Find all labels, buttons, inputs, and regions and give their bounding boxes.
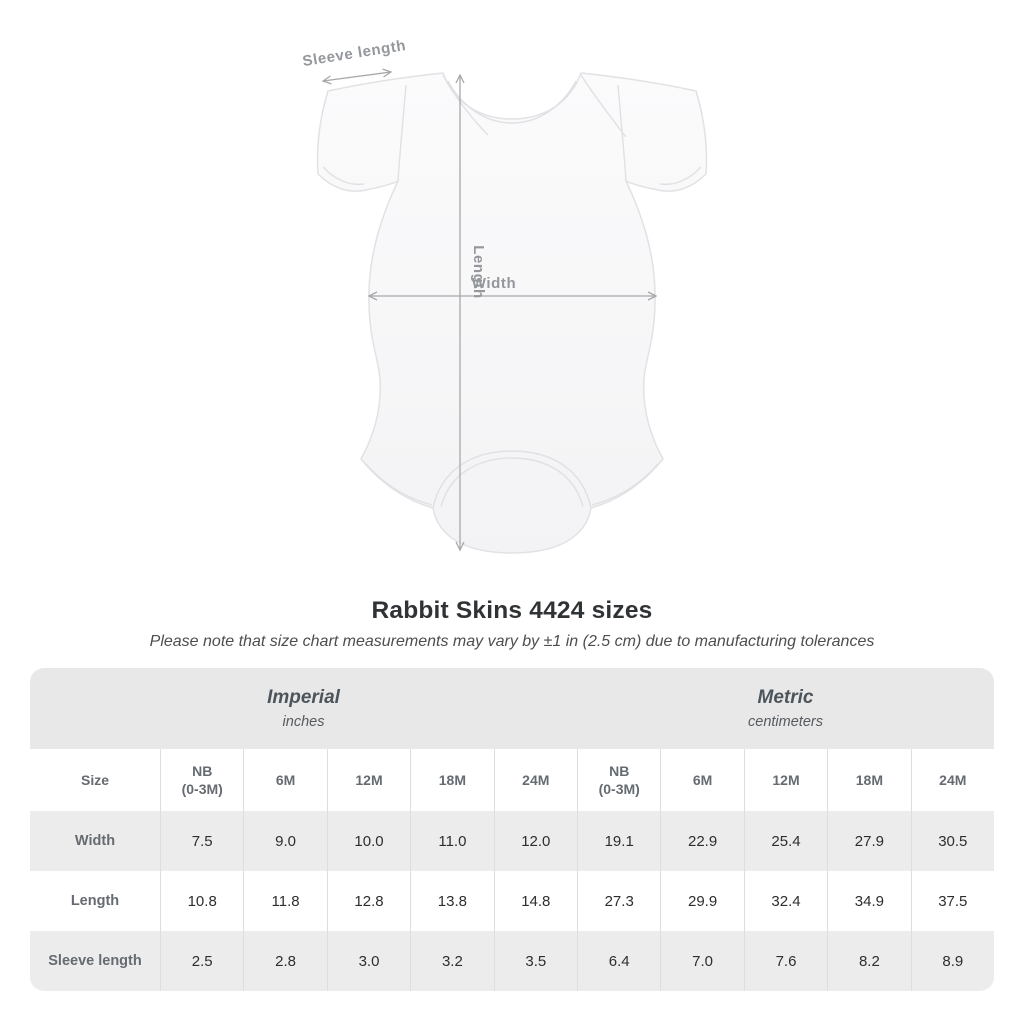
length-label: Length bbox=[470, 245, 487, 299]
unit-header-metric: Metric centimeters bbox=[577, 668, 994, 749]
size-value: 25.4 bbox=[743, 811, 828, 871]
size-value: 6.4 bbox=[577, 931, 661, 991]
size-value: 8.9 bbox=[910, 931, 994, 991]
sleeve-length-label: Sleeve length bbox=[301, 38, 407, 70]
size-value: 13.8 bbox=[410, 871, 494, 931]
unit-sublabel-metric: centimeters bbox=[748, 714, 823, 730]
size-value: 22.9 bbox=[660, 811, 744, 871]
size-value: 3.0 bbox=[326, 931, 411, 991]
size-value: 14.8 bbox=[493, 871, 577, 931]
column-header-text2: (0-3M) bbox=[598, 781, 640, 797]
size-value: 2.8 bbox=[243, 931, 327, 991]
width-label: Width bbox=[472, 275, 517, 292]
size-value: 10.0 bbox=[326, 811, 411, 871]
unit-sublabel-imperial: inches bbox=[282, 714, 325, 730]
size-value: 8.2 bbox=[827, 931, 911, 991]
unit-header-imperial: Imperial inches bbox=[30, 668, 577, 749]
column-header: 24M bbox=[493, 749, 577, 811]
size-value: 2.5 bbox=[160, 931, 244, 991]
column-header: NB (0-3M) bbox=[160, 749, 244, 811]
size-value: 12.8 bbox=[326, 871, 411, 931]
column-header-size: Size bbox=[30, 749, 160, 811]
bodysuit-seams bbox=[322, 74, 702, 509]
row-label-length: Length bbox=[30, 871, 160, 931]
column-header: 6M bbox=[660, 749, 744, 811]
bodysuit-illustration: Sleeve length Length Width bbox=[290, 38, 730, 590]
column-header-text: 12M bbox=[772, 771, 800, 788]
column-header-text: NB bbox=[609, 762, 630, 779]
size-value: 34.9 bbox=[827, 871, 911, 931]
column-header: 18M bbox=[827, 749, 911, 811]
column-header: 12M bbox=[743, 749, 828, 811]
column-header-text: 24M bbox=[939, 771, 967, 788]
size-value: 7.6 bbox=[743, 931, 828, 991]
size-table: Imperial inches Metric centimeters Size … bbox=[30, 668, 994, 991]
page-subtitle: Please note that size chart measurements… bbox=[149, 633, 875, 650]
size-value: 27.3 bbox=[577, 871, 661, 931]
column-header-text: 18M bbox=[438, 771, 466, 788]
size-value: 11.8 bbox=[243, 871, 327, 931]
column-header: 24M bbox=[910, 749, 994, 811]
column-header-text: 24M bbox=[522, 771, 550, 788]
size-value: 30.5 bbox=[910, 811, 994, 871]
column-header: 12M bbox=[326, 749, 411, 811]
size-value: 37.5 bbox=[910, 871, 994, 931]
column-header-text: 18M bbox=[855, 771, 883, 788]
row-label-width: Width bbox=[30, 811, 160, 871]
size-value: 11.0 bbox=[410, 811, 494, 871]
title-block: Rabbit Skins 4424 sizes Please note that… bbox=[0, 597, 1024, 651]
column-header: 18M bbox=[410, 749, 494, 811]
size-value: 7.5 bbox=[160, 811, 244, 871]
size-value: 29.9 bbox=[660, 871, 744, 931]
column-header-text: 6M bbox=[692, 771, 713, 788]
column-header-text: NB bbox=[192, 762, 213, 779]
column-header: 6M bbox=[243, 749, 327, 811]
bodysuit-graphic: Sleeve length Length Width bbox=[301, 38, 708, 554]
size-value: 3.5 bbox=[493, 931, 577, 991]
bodysuit-body bbox=[316, 72, 708, 554]
sleeve-length-arrow bbox=[323, 72, 391, 81]
size-value: 19.1 bbox=[577, 811, 661, 871]
size-value: 3.2 bbox=[410, 931, 494, 991]
column-header-text: 6M bbox=[275, 771, 296, 788]
size-value: 7.0 bbox=[660, 931, 744, 991]
size-value: 27.9 bbox=[827, 811, 911, 871]
unit-label-imperial: Imperial bbox=[267, 687, 340, 708]
column-header-text: 12M bbox=[355, 771, 383, 788]
column-header: NB (0-3M) bbox=[577, 749, 661, 811]
size-value: 10.8 bbox=[160, 871, 244, 931]
column-header-text2: (0-3M) bbox=[181, 781, 223, 797]
row-label-sleeve-length: Sleeve length bbox=[30, 931, 160, 991]
size-value: 9.0 bbox=[243, 811, 327, 871]
page-title: Rabbit Skins 4424 sizes bbox=[371, 597, 653, 624]
size-value: 12.0 bbox=[493, 811, 577, 871]
size-value: 32.4 bbox=[743, 871, 828, 931]
unit-label-metric: Metric bbox=[757, 687, 814, 708]
